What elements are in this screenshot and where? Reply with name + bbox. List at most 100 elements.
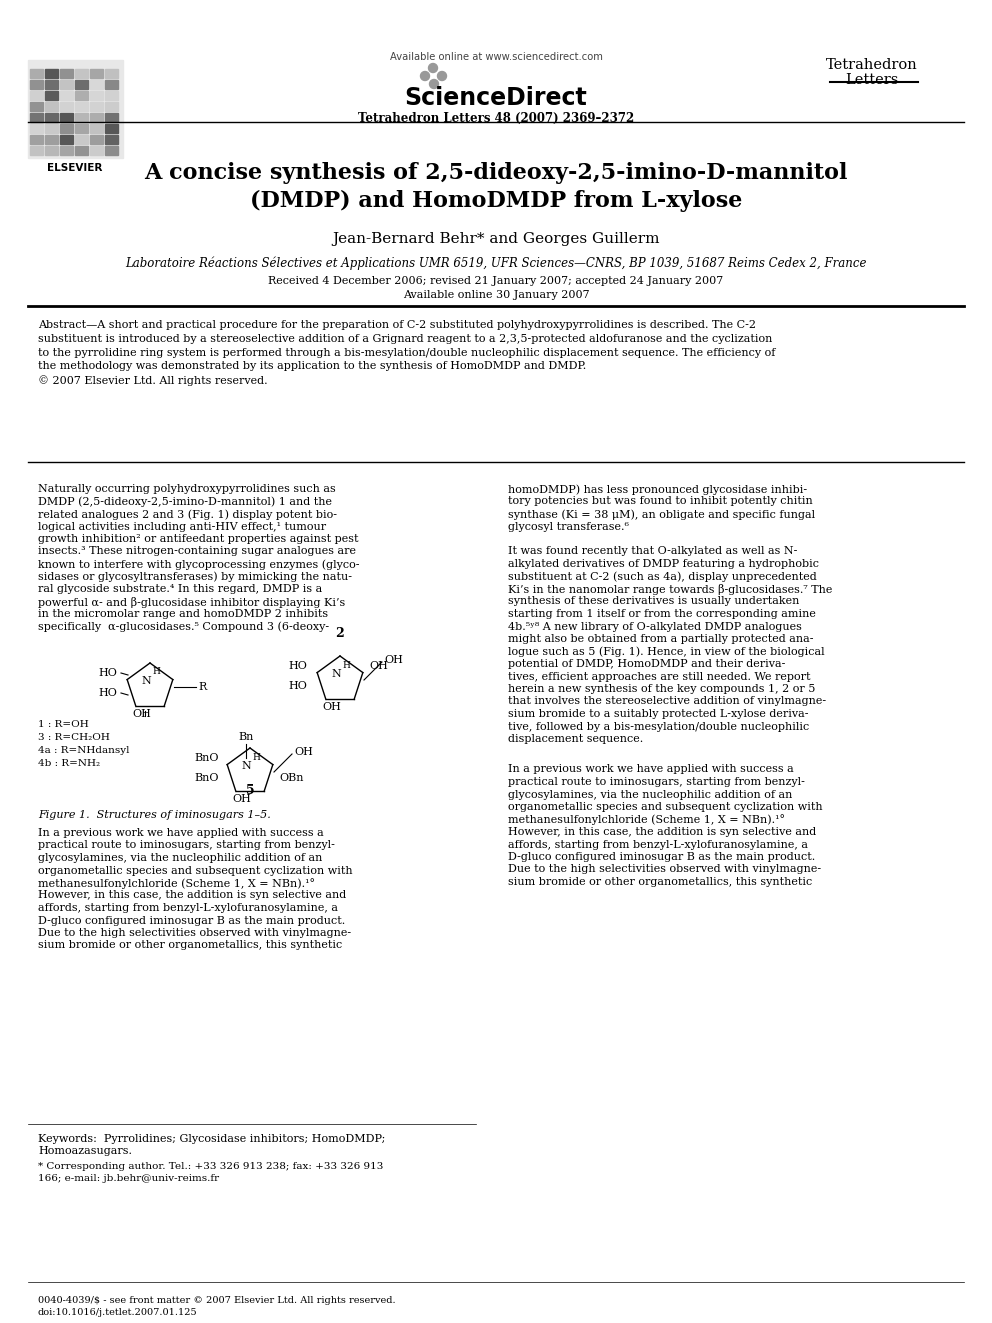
Text: OBn: OBn — [279, 773, 304, 783]
Bar — [60, 91, 73, 101]
Text: Jean-Bernard Behr* and Georges Guillerm: Jean-Bernard Behr* and Georges Guillerm — [332, 232, 660, 246]
Bar — [75, 69, 88, 78]
Bar — [30, 112, 43, 122]
Bar — [45, 69, 58, 78]
Text: 4b.⁵ʸ⁸ A new library of O-alkylated DMDP analogues: 4b.⁵ʸ⁸ A new library of O-alkylated DMDP… — [508, 622, 802, 631]
Text: glycosylamines, via the nucleophilic addition of an: glycosylamines, via the nucleophilic add… — [38, 853, 322, 863]
Text: known to interfere with glycoprocessing enzymes (glyco-: known to interfere with glycoprocessing … — [38, 560, 359, 570]
Text: N: N — [141, 676, 151, 687]
Text: related analogues 2 and 3 (Fig. 1) display potent bio-: related analogues 2 and 3 (Fig. 1) displ… — [38, 509, 337, 520]
Text: Homoazasugars.: Homoazasugars. — [38, 1146, 132, 1156]
Bar — [30, 102, 43, 111]
Text: DMDP (2,5-dideoxy-2,5-imino-D-mannitol) 1 and the: DMDP (2,5-dideoxy-2,5-imino-D-mannitol) … — [38, 496, 332, 507]
Text: powerful α- and β-glucosidase inhibitor displaying Ki’s: powerful α- and β-glucosidase inhibitor … — [38, 597, 345, 607]
Text: 1 : R=OH: 1 : R=OH — [38, 720, 88, 729]
Text: ScienceDirect: ScienceDirect — [405, 86, 587, 110]
Text: Naturally occurring polyhydroxypyrrolidines such as: Naturally occurring polyhydroxypyrrolidi… — [38, 484, 335, 493]
Text: A concise synthesis of 2,5-dideoxy-2,5-imino-D-mannitol: A concise synthesis of 2,5-dideoxy-2,5-i… — [144, 161, 848, 184]
Text: H: H — [152, 668, 160, 676]
Text: starting from 1 itself or from the corresponding amine: starting from 1 itself or from the corre… — [508, 609, 815, 619]
Text: Bn: Bn — [238, 732, 254, 742]
Text: (DMDP) and HomoDMDP from L-xylose: (DMDP) and HomoDMDP from L-xylose — [250, 191, 742, 212]
Bar — [45, 102, 58, 111]
Text: affords, starting from benzyl-L-xylofuranosylamine, a: affords, starting from benzyl-L-xylofura… — [508, 840, 808, 849]
Text: 5: 5 — [246, 785, 254, 796]
Text: Tetrahedron: Tetrahedron — [826, 58, 918, 71]
Text: H: H — [252, 753, 260, 762]
Text: methanesulfonylchloride (Scheme 1, X = NBn).¹°: methanesulfonylchloride (Scheme 1, X = N… — [38, 878, 315, 889]
Text: Due to the high selectivities observed with vinylmagne-: Due to the high selectivities observed w… — [508, 864, 821, 875]
Bar — [90, 112, 103, 122]
Bar — [30, 135, 43, 144]
Bar — [90, 91, 103, 101]
Bar — [45, 112, 58, 122]
Text: insects.³ These nitrogen-containing sugar analogues are: insects.³ These nitrogen-containing suga… — [38, 546, 356, 557]
Bar — [75, 112, 88, 122]
Text: the methodology was demonstrated by its application to the synthesis of HomoDMDP: the methodology was demonstrated by its … — [38, 361, 586, 372]
Bar — [75, 135, 88, 144]
Bar — [75, 102, 88, 111]
Text: HO: HO — [98, 688, 117, 699]
Bar — [90, 135, 103, 144]
Text: might also be obtained from a partially protected ana-: might also be obtained from a partially … — [508, 634, 813, 644]
Text: In a previous work we have applied with success a: In a previous work we have applied with … — [508, 765, 794, 774]
Bar — [75, 79, 88, 89]
Bar — [105, 112, 118, 122]
Bar — [60, 69, 73, 78]
Bar — [45, 135, 58, 144]
Text: ELSEVIER: ELSEVIER — [48, 163, 103, 173]
Bar — [60, 79, 73, 89]
Text: 2: 2 — [335, 627, 344, 640]
Bar — [45, 146, 58, 155]
Text: affords, starting from benzyl-L-xylofuranosylamine, a: affords, starting from benzyl-L-xylofura… — [38, 904, 338, 913]
Text: 4a : R=NHdansyl: 4a : R=NHdansyl — [38, 746, 130, 755]
Text: to the pyrrolidine ring system is performed through a bis-mesylation/double nucl: to the pyrrolidine ring system is perfor… — [38, 348, 776, 357]
Bar — [105, 102, 118, 111]
Text: logue such as 5 (Fig. 1). Hence, in view of the biological: logue such as 5 (Fig. 1). Hence, in view… — [508, 647, 824, 658]
Text: OH: OH — [384, 655, 403, 665]
Bar — [30, 146, 43, 155]
Bar — [105, 79, 118, 89]
Text: N: N — [241, 761, 251, 771]
Bar — [30, 79, 43, 89]
Text: © 2007 Elsevier Ltd. All rights reserved.: © 2007 Elsevier Ltd. All rights reserved… — [38, 376, 268, 386]
Text: displacement sequence.: displacement sequence. — [508, 734, 643, 744]
Text: Tetrahedron Letters 48 (2007) 2369–2372: Tetrahedron Letters 48 (2007) 2369–2372 — [358, 112, 634, 124]
Text: Abstract—A short and practical procedure for the preparation of C-2 substituted : Abstract—A short and practical procedure… — [38, 320, 756, 329]
Text: 3 : R=CH₂OH: 3 : R=CH₂OH — [38, 733, 110, 742]
Text: Due to the high selectivities observed with vinylmagne-: Due to the high selectivities observed w… — [38, 927, 351, 938]
Bar — [105, 146, 118, 155]
Text: OH: OH — [294, 747, 312, 757]
Text: glycosylamines, via the nucleophilic addition of an: glycosylamines, via the nucleophilic add… — [508, 790, 793, 799]
Text: glycosyl transferase.⁶: glycosyl transferase.⁶ — [508, 521, 629, 532]
Text: in the micromolar range and homoDMDP 2 inhibits: in the micromolar range and homoDMDP 2 i… — [38, 609, 328, 619]
Text: 4b : R=NH₂: 4b : R=NH₂ — [38, 759, 100, 767]
Bar — [105, 91, 118, 101]
Bar — [60, 102, 73, 111]
Bar — [90, 79, 103, 89]
Text: HO: HO — [98, 668, 117, 677]
Bar — [105, 135, 118, 144]
Text: sium bromide to a suitably protected L-xylose deriva-: sium bromide to a suitably protected L-x… — [508, 709, 808, 718]
Text: practical route to iminosugars, starting from benzyl-: practical route to iminosugars, starting… — [38, 840, 335, 851]
Text: substituent is introduced by a stereoselective addition of a Grignard reagent to: substituent is introduced by a stereosel… — [38, 333, 773, 344]
Text: synthase (Ki = 38 μM), an obligate and specific fungal: synthase (Ki = 38 μM), an obligate and s… — [508, 509, 815, 520]
Text: herein a new synthesis of the key compounds 1, 2 or 5: herein a new synthesis of the key compou… — [508, 684, 815, 695]
Text: synthesis of these derivatives is usually undertaken: synthesis of these derivatives is usuall… — [508, 597, 800, 606]
Circle shape — [429, 64, 437, 73]
Text: It was found recently that O-alkylated as well as N-: It was found recently that O-alkylated a… — [508, 546, 798, 557]
Text: organometallic species and subsequent cyclization with: organometallic species and subsequent cy… — [508, 802, 822, 812]
Bar — [60, 146, 73, 155]
Bar — [75, 91, 88, 101]
Text: tive, followed by a bis-mesylation/double nucleophilic: tive, followed by a bis-mesylation/doubl… — [508, 721, 809, 732]
Bar — [90, 124, 103, 134]
Bar — [30, 124, 43, 134]
Text: doi:10.1016/j.tetlet.2007.01.125: doi:10.1016/j.tetlet.2007.01.125 — [38, 1308, 197, 1316]
Text: Letters: Letters — [845, 73, 899, 87]
Circle shape — [421, 71, 430, 81]
Text: Ki’s in the nanomolar range towards β-glucosidases.⁷ The: Ki’s in the nanomolar range towards β-gl… — [508, 583, 832, 595]
Text: tory potencies but was found to inhibit potently chitin: tory potencies but was found to inhibit … — [508, 496, 812, 507]
Bar — [90, 102, 103, 111]
Text: that involves the stereoselective addition of vinylmagne-: that involves the stereoselective additi… — [508, 696, 826, 706]
Text: methanesulfonylchloride (Scheme 1, X = NBn).¹°: methanesulfonylchloride (Scheme 1, X = N… — [508, 815, 785, 826]
